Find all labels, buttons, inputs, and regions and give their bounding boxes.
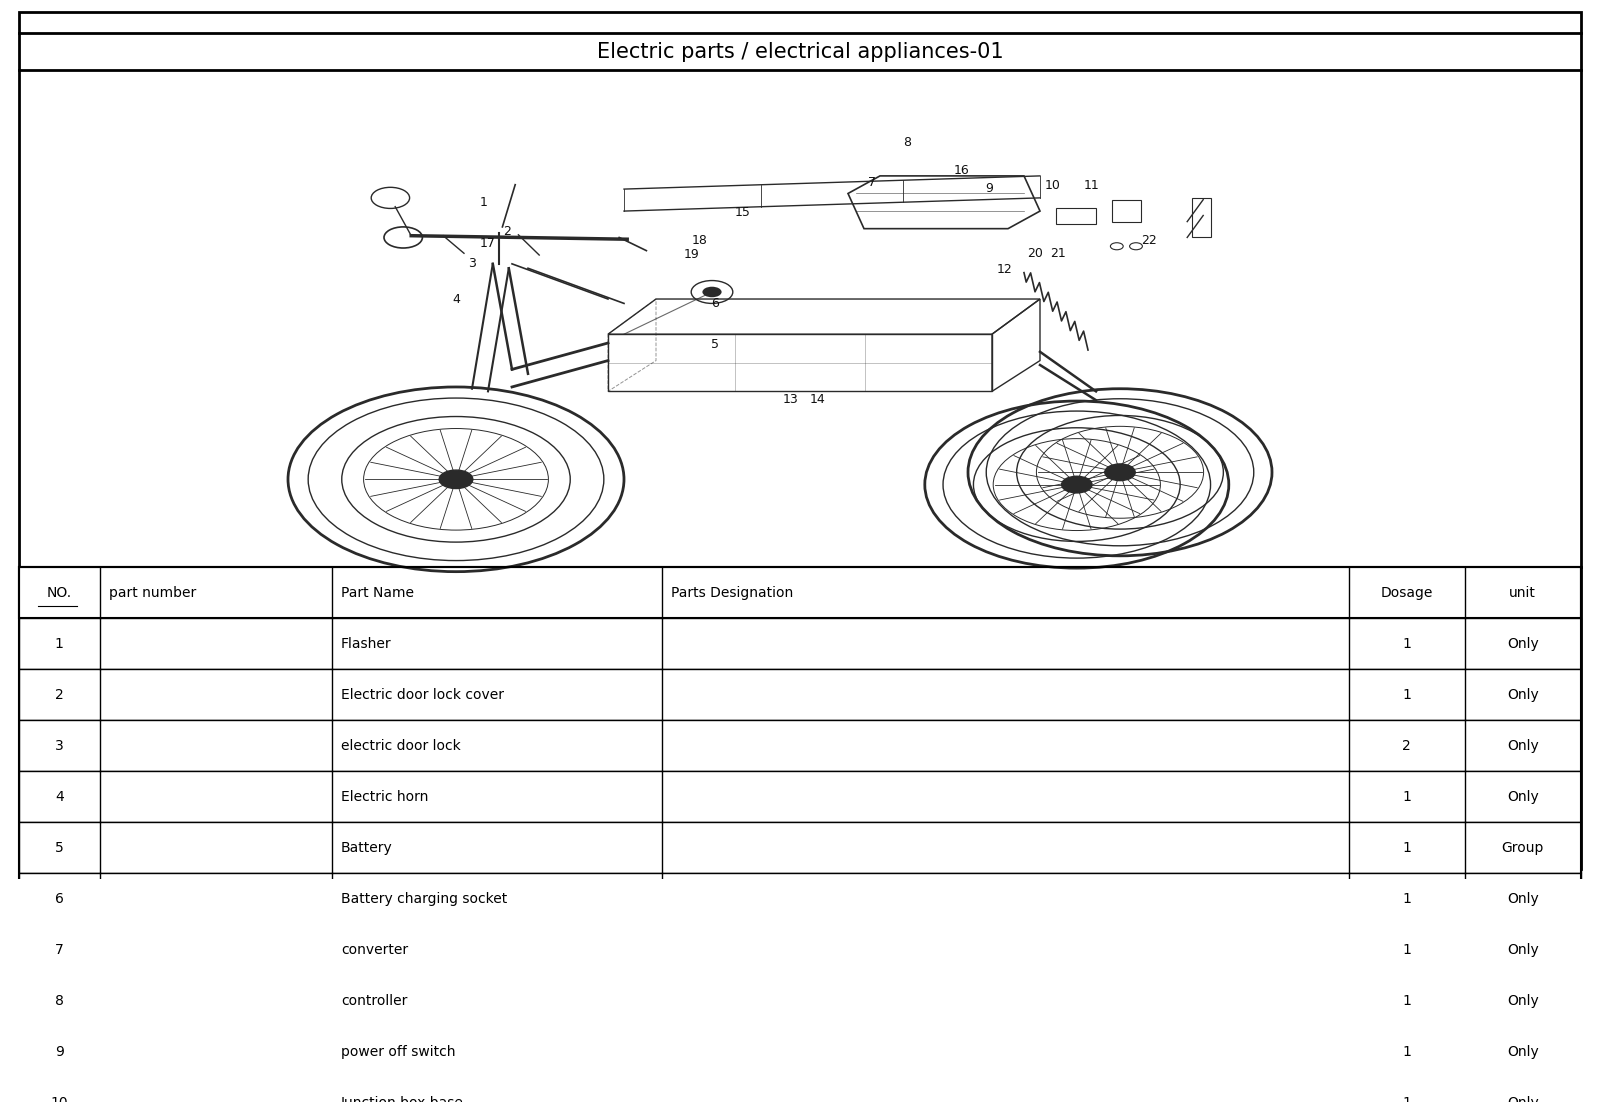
Text: 5: 5: [54, 841, 64, 855]
Bar: [19, 568, 1581, 618]
Text: 21: 21: [1050, 247, 1066, 260]
Text: 1: 1: [1402, 1045, 1411, 1059]
Text: Only: Only: [1507, 790, 1539, 803]
Text: Electric door lock cover: Electric door lock cover: [341, 688, 504, 702]
Circle shape: [438, 471, 474, 488]
Text: 8: 8: [902, 136, 912, 149]
Text: power off switch: power off switch: [341, 1045, 456, 1059]
Text: Only: Only: [1507, 637, 1539, 651]
Circle shape: [702, 287, 722, 298]
Bar: [19, 1078, 1581, 1102]
Text: 3: 3: [54, 738, 64, 753]
Text: 19: 19: [683, 248, 699, 261]
Text: 3: 3: [469, 258, 475, 270]
Text: Flasher: Flasher: [341, 637, 392, 651]
Text: Only: Only: [1507, 943, 1539, 957]
Text: 22: 22: [1141, 235, 1157, 248]
Text: 1: 1: [54, 637, 64, 651]
Bar: [19, 975, 1581, 1026]
Text: 8: 8: [54, 994, 64, 1008]
Text: 1: 1: [1402, 688, 1411, 702]
Text: Dosage: Dosage: [1381, 586, 1434, 599]
Text: 1: 1: [480, 196, 486, 208]
Text: 5: 5: [712, 338, 720, 352]
Text: 1: 1: [1402, 994, 1411, 1008]
Text: 7: 7: [869, 175, 877, 188]
Text: 17: 17: [480, 237, 496, 250]
Bar: [19, 1026, 1581, 1078]
Text: controller: controller: [341, 994, 408, 1008]
Bar: [19, 873, 1581, 925]
Text: 10: 10: [51, 1095, 69, 1102]
Circle shape: [1104, 464, 1136, 480]
Text: converter: converter: [341, 943, 408, 957]
Text: 18: 18: [691, 235, 707, 248]
Text: 1: 1: [1402, 790, 1411, 803]
Text: Parts Designation: Parts Designation: [672, 586, 794, 599]
Text: part number: part number: [109, 586, 197, 599]
Text: 2: 2: [504, 225, 510, 238]
Text: Only: Only: [1507, 1045, 1539, 1059]
Text: 6: 6: [54, 892, 64, 906]
Text: Junction box base: Junction box base: [341, 1095, 464, 1102]
Text: 6: 6: [712, 296, 718, 310]
Text: 4: 4: [453, 292, 459, 305]
Text: unit: unit: [1509, 586, 1536, 599]
Text: 15: 15: [734, 206, 750, 219]
Text: Electric parts / electrical appliances-01: Electric parts / electrical appliances-0…: [597, 42, 1003, 62]
Text: Battery: Battery: [341, 841, 394, 855]
Text: 1: 1: [1402, 892, 1411, 906]
Text: Part Name: Part Name: [341, 586, 414, 599]
Text: Only: Only: [1507, 738, 1539, 753]
Bar: [19, 822, 1581, 873]
Text: NO.: NO.: [46, 586, 72, 599]
Text: Electric horn: Electric horn: [341, 790, 429, 803]
Text: electric door lock: electric door lock: [341, 738, 461, 753]
Bar: [1112, 199, 1141, 222]
Bar: [19, 721, 1581, 771]
Bar: [19, 568, 1581, 1102]
Bar: [1056, 208, 1096, 225]
Text: Battery charging socket: Battery charging socket: [341, 892, 507, 906]
Text: 20: 20: [1027, 247, 1043, 260]
Text: 9: 9: [986, 182, 992, 195]
Text: 1: 1: [1402, 637, 1411, 651]
Text: 7: 7: [54, 943, 64, 957]
Text: 12: 12: [997, 263, 1013, 277]
Text: 2: 2: [1403, 738, 1411, 753]
Text: 2: 2: [54, 688, 64, 702]
Text: Only: Only: [1507, 892, 1539, 906]
Bar: [19, 618, 1581, 669]
Text: 1: 1: [1402, 841, 1411, 855]
Bar: [19, 669, 1581, 721]
Text: 14: 14: [810, 392, 826, 406]
Text: Only: Only: [1507, 1095, 1539, 1102]
Text: 16: 16: [954, 164, 970, 177]
Text: 1: 1: [1402, 943, 1411, 957]
Text: 10: 10: [1045, 179, 1061, 192]
Text: Only: Only: [1507, 688, 1539, 702]
Bar: [1192, 198, 1211, 237]
Bar: [19, 925, 1581, 975]
Text: 1: 1: [1402, 1095, 1411, 1102]
Text: 9: 9: [54, 1045, 64, 1059]
Text: 11: 11: [1083, 179, 1099, 192]
Text: 4: 4: [54, 790, 64, 803]
Circle shape: [1062, 476, 1093, 493]
Text: Only: Only: [1507, 994, 1539, 1008]
Text: 13: 13: [782, 392, 798, 406]
Text: Group: Group: [1502, 841, 1544, 855]
Bar: [19, 771, 1581, 822]
